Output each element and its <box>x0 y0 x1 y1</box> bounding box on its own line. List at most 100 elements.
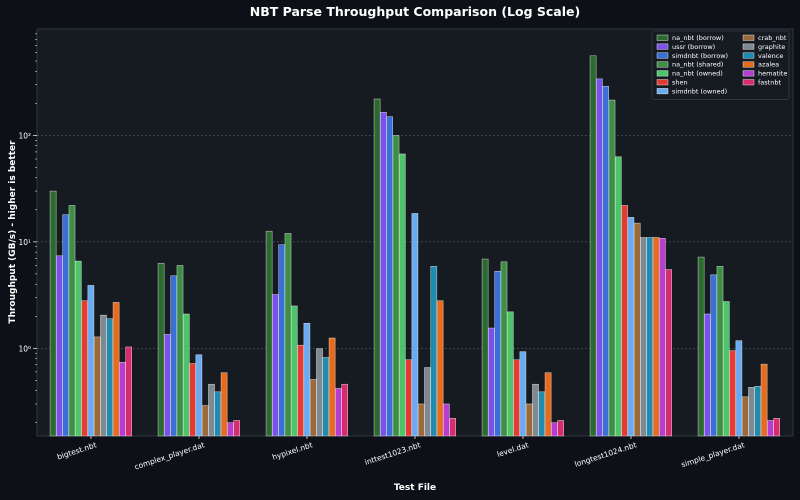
bar <box>602 85 610 437</box>
legend-label: fastnbt <box>758 79 781 87</box>
bar <box>170 275 177 437</box>
bar <box>93 336 101 437</box>
legend-label: shen <box>672 79 688 87</box>
legend-label: na_nbt (owned) <box>672 70 723 78</box>
y-tick-label: 10¹ <box>18 238 31 247</box>
bar <box>386 116 393 437</box>
legend-label: simdnbt (borrow) <box>672 52 728 60</box>
bar <box>392 135 400 437</box>
bar <box>608 99 616 437</box>
bar <box>557 420 565 437</box>
bar <box>596 78 603 437</box>
bar <box>220 372 228 437</box>
bar <box>538 391 546 437</box>
legend-swatch <box>656 79 669 86</box>
bar <box>112 302 120 437</box>
series-3 <box>68 99 724 437</box>
bar <box>443 403 450 437</box>
bar <box>436 300 444 437</box>
bar <box>227 422 234 437</box>
legend-label: na_nbt (borrow) <box>672 34 724 42</box>
bar <box>81 300 88 437</box>
series-5 <box>81 205 736 437</box>
legend-label: azalea <box>758 61 779 69</box>
bar <box>272 294 279 437</box>
legend-label: simdnbt (owned) <box>672 87 727 95</box>
chart-title: NBT Parse Throughput Comparison (Log Sca… <box>250 4 580 19</box>
y-tick-label: 10⁰ <box>18 344 31 353</box>
bar <box>62 214 70 437</box>
bar <box>208 383 215 437</box>
bar <box>519 351 527 437</box>
bar <box>424 367 431 437</box>
bar <box>411 213 419 437</box>
bar <box>157 262 165 437</box>
legend-swatch <box>656 43 669 50</box>
legend: na_nbt (borrow)ussr (borrow)simdnbt (bor… <box>651 30 790 100</box>
bar <box>405 359 412 437</box>
legend-swatch <box>742 52 755 59</box>
legend-swatch <box>656 34 669 41</box>
bar <box>373 98 381 437</box>
bar <box>716 266 724 437</box>
legend-swatch <box>656 61 669 68</box>
bar <box>754 386 762 437</box>
bar <box>748 387 755 437</box>
bar <box>723 301 730 437</box>
bar <box>665 269 673 437</box>
bar <box>532 383 539 437</box>
series-12 <box>125 269 781 437</box>
bar <box>87 285 95 437</box>
legend-swatch <box>742 61 755 68</box>
legend-label: na_nbt (shared) <box>672 61 723 69</box>
bar <box>735 340 743 437</box>
legend-label: valence <box>758 52 783 60</box>
bar <box>233 420 240 437</box>
bar <box>335 388 342 437</box>
legend-label: graphite <box>758 43 785 51</box>
bar <box>430 266 438 437</box>
bar <box>380 112 387 437</box>
bar <box>341 383 348 437</box>
x-axis-label: Test File <box>394 483 436 493</box>
bar <box>316 348 323 437</box>
legend-swatch <box>742 34 755 41</box>
bar <box>265 230 273 437</box>
series-0 <box>49 55 705 437</box>
bar <box>297 344 304 437</box>
bar <box>417 403 425 437</box>
bar <box>328 337 336 437</box>
bar <box>75 260 82 437</box>
bar <box>500 261 508 437</box>
bar <box>189 363 196 437</box>
bar <box>195 354 203 437</box>
legend-label: crab_nbt <box>758 34 787 42</box>
bar <box>659 238 666 437</box>
legend-label: hematite <box>758 70 787 78</box>
series-7 <box>93 222 749 437</box>
bar <box>551 422 558 437</box>
bar <box>176 265 184 437</box>
legend-swatch <box>742 79 755 86</box>
bar <box>640 237 647 437</box>
bar <box>100 314 107 437</box>
y-axis-label: Throughput (GB/s) - higher is better <box>8 140 18 324</box>
bar <box>615 156 622 437</box>
bar <box>68 205 76 437</box>
legend-swatch <box>656 88 669 95</box>
bar <box>481 258 489 437</box>
bar <box>773 418 781 437</box>
bar <box>760 363 768 437</box>
bar <box>507 311 514 437</box>
bar <box>183 313 190 437</box>
bar <box>767 420 774 437</box>
bar <box>741 396 749 437</box>
bar <box>589 55 597 437</box>
bar <box>646 237 654 437</box>
bar <box>201 405 209 437</box>
bar <box>399 153 406 437</box>
bar <box>284 233 292 437</box>
bar <box>449 418 456 437</box>
minor-ticks <box>35 33 37 423</box>
